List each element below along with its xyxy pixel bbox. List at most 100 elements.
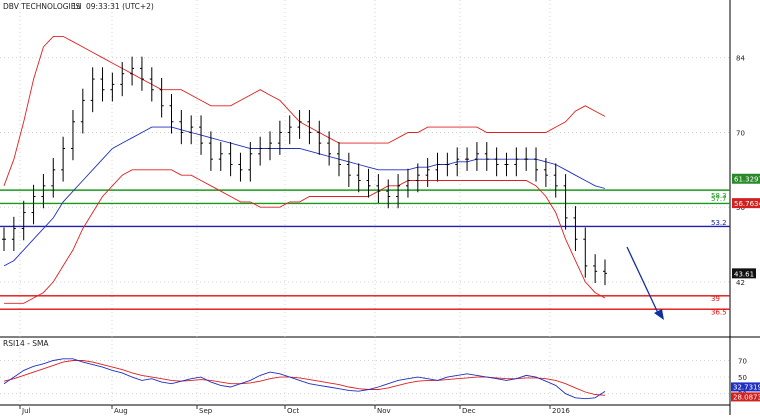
ohlc-bar [248,142,253,182]
ohlc-bar [110,72,115,102]
bollinger-lower-line [4,169,606,304]
ohlc-bar [524,147,529,171]
forecast-arrow [626,246,664,320]
ohlc-bar [70,110,75,161]
ohlc-bar [218,142,223,171]
ohlc-bar [228,142,233,177]
ohlc-bar [376,174,381,203]
ohlc-bar [61,136,66,182]
month-label: Oct [287,407,299,415]
ohlc-bar [149,67,154,102]
ohlc-bar [238,152,243,182]
ohlc-bar [484,142,489,171]
level-tag [732,173,760,184]
level-tag [732,198,760,209]
ohlc-bar [425,158,430,187]
level-tag-text: 61.3297 [734,176,760,184]
ohlc-bar [386,179,391,209]
rsi-value-text: 32.7319 [733,383,760,391]
level-labels: 61.3297 58.357.7 56.7634 53.2 39 36.5 43.61 32.… [711,173,760,402]
ohlc-bar [346,152,351,187]
month-label: Nov [377,407,391,415]
ohlc-bar [474,142,479,171]
ohlc-bar [208,131,213,171]
rsi-tick-label: 70 [738,357,747,365]
rsi-signal-text: 28.0873 [733,393,760,401]
ohlc-bar [593,254,598,284]
ohlc-bar [504,152,509,177]
ohlc-bar [356,163,361,193]
grid-lines [0,0,730,405]
ohlc-bar [11,216,16,251]
rsi-tick-label: 50 [738,374,747,382]
price-tick-label: 56 [736,204,745,212]
level-label: 53.2 [711,219,727,227]
ohlc-bar [179,110,184,145]
level-label: 57.7 [711,195,727,203]
ohlc-bar [336,142,341,177]
ohlc-bar [603,259,607,286]
ohlc-bar [307,110,312,145]
sma-line [3,126,606,267]
ohlc-bar [130,56,135,86]
ohlc-bar [90,67,95,113]
ohlc-bar [534,147,539,182]
level-tag-text: 56.7634 [734,200,760,208]
price-tick-label: 70 [736,129,745,137]
ohlc-bar [287,115,292,145]
ohlc-bar [317,120,322,155]
rsi-panel [3,358,606,400]
ohlc-bar [563,174,568,230]
ohlc-bar [258,136,263,166]
ohlc-bar [543,158,548,187]
ohlc-bar [169,94,174,134]
level-label: 58.3 [711,192,727,200]
ohlc-bar [41,174,46,209]
ohlc-bar [268,131,273,161]
support-resistance-lines [0,189,730,310]
rsi-signal-tag [731,392,760,402]
ohlc-bar [366,168,371,198]
ohlc-bar [80,88,85,134]
ohlc-bar [139,56,144,91]
ohlc-bar [514,147,519,177]
interval-label: 1d [72,2,82,11]
rsi-value-tag [731,382,760,392]
ohlc-bar [583,227,588,278]
ohlc-bar [100,67,105,102]
ohlc-bar [51,158,56,198]
level-label: 36.5 [711,308,727,316]
moving-average [3,126,606,267]
ohlc-bar [396,174,401,209]
bollinger-upper-line [3,35,606,186]
rsi-title: RSI14 - SMA [3,339,49,348]
bollinger-bands [3,35,606,304]
price-tick-label: 42 [736,279,745,287]
last-price-tag [732,268,756,279]
ohlc-bar [21,200,26,241]
month-label: Sep [199,407,213,415]
ohlc-bar [277,120,282,155]
ohlc-bar [445,152,450,177]
ohlc-bar [494,147,499,177]
month-label: Jul [21,407,31,415]
ohlc-bar [189,115,194,145]
ohlc-bar [31,184,36,225]
ohlc-bar [405,168,410,198]
rsi-signal-line [3,360,606,396]
ohlc-bars [2,56,607,286]
ohlc-bar [455,147,460,177]
ohlc-bar [435,152,440,182]
last-price-text: 43.61 [734,270,754,278]
level-label: 39 [711,295,720,303]
ohlc-bar [415,163,420,193]
instrument-title: DBV TECHNOLOGIES [3,2,80,11]
ohlc-bar [297,110,302,139]
ohlc-bar [2,227,6,251]
ohlc-bar [553,163,558,198]
month-label: Aug [114,407,128,415]
rsi-line [3,358,606,400]
ohlc-bar [327,131,332,166]
ohlc-bar [573,206,578,251]
